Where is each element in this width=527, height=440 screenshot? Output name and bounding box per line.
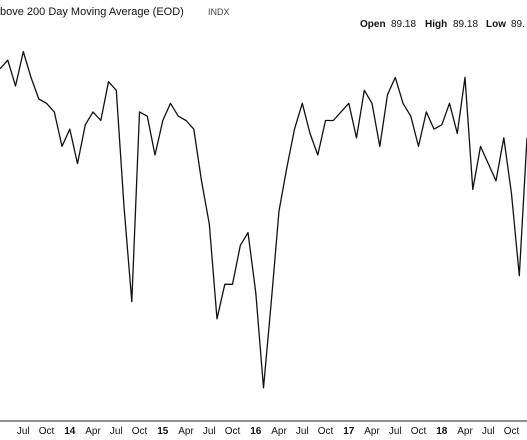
x-tick-label: Apr (271, 426, 287, 437)
x-tick-label: Jul (203, 426, 216, 437)
x-tick-label: Jul (482, 426, 495, 437)
x-tick-label: Apr (364, 426, 380, 437)
high-value: 89.18 (453, 19, 478, 30)
x-tick-label: 17 (343, 426, 355, 437)
x-tick-label: 18 (436, 426, 448, 437)
x-tick-label: Oct (318, 426, 334, 437)
x-tick-label: Oct (39, 426, 55, 437)
x-tick-label: Oct (225, 426, 241, 437)
x-tick-label: 16 (250, 426, 262, 437)
x-tick-label: Oct (132, 426, 148, 437)
open-value: 89.18 (391, 19, 416, 30)
x-tick-label: Jul (110, 426, 123, 437)
x-tick-label: 15 (157, 426, 169, 437)
plot-area (0, 50, 527, 389)
x-tick-label: Oct (504, 426, 520, 437)
low-label: Low (486, 19, 506, 30)
x-tick-label: Oct (411, 426, 427, 437)
open-label: Open (360, 19, 386, 30)
chart-header: bove 200 Day Moving Average (EOD) INDX O… (0, 6, 525, 30)
x-axis-ticks: Jul Oct 14 Apr Jul Oct 15 Apr Jul Oct 16 Apr Jul Oct 1… (17, 426, 520, 437)
series-line-0 (0, 50, 527, 389)
x-tick-label: Apr (178, 426, 194, 437)
x-tick-label: Jul (296, 426, 309, 437)
x-tick-label: Jul (389, 426, 402, 437)
high-label: High (425, 19, 447, 30)
chart-title: bove 200 Day Moving Average (EOD) (0, 6, 184, 18)
x-tick-label: 14 (64, 426, 76, 437)
chart-source: INDX (208, 7, 230, 17)
low-value: 89. (511, 19, 525, 30)
x-tick-label: Apr (85, 426, 101, 437)
x-tick-label: Jul (17, 426, 30, 437)
ohlc-readout: Open 89.18 High 89.18 Low 89. (360, 19, 525, 30)
x-tick-label: Apr (457, 426, 473, 437)
